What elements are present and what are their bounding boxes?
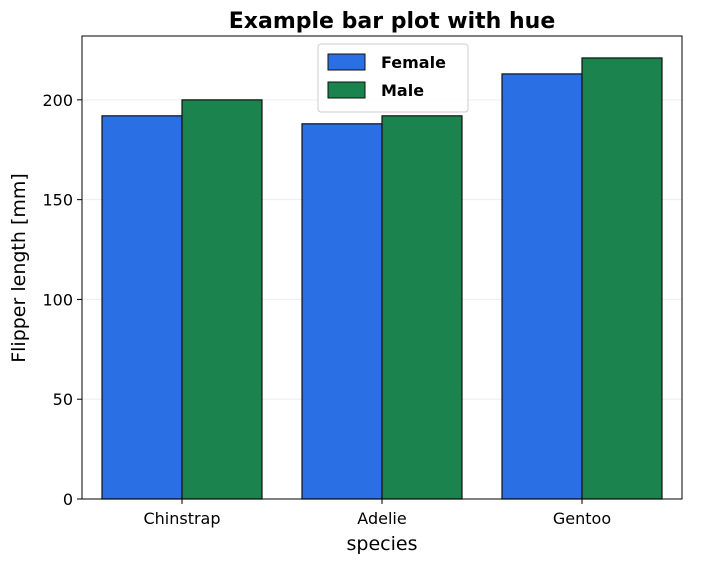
bar-female-gentoo — [501, 73, 583, 500]
bar-male-adelie — [381, 115, 463, 500]
bar-male-gentoo — [581, 57, 663, 500]
x-tick-label: Adelie — [357, 509, 406, 528]
legend-swatch-male — [327, 81, 366, 99]
x-axis: Chinstrap Adelie Gentoo — [143, 499, 611, 528]
legend-label-male: Male — [381, 81, 424, 100]
x-axis-label: species — [347, 533, 418, 555]
legend: Female Male — [317, 43, 469, 113]
legend-label-female: Female — [381, 53, 446, 72]
x-tick-label: Gentoo — [553, 509, 611, 528]
bar-female-chinstrap — [101, 115, 183, 500]
y-axis: 0 50 100 150 200 — [42, 91, 82, 509]
y-tick-label: 100 — [42, 290, 73, 309]
y-axis-label: Flipper length [mm] — [8, 173, 30, 363]
y-tick-label: 0 — [63, 490, 73, 509]
bar-female-adelie — [301, 123, 383, 500]
y-tick-label: 50 — [53, 390, 73, 409]
bar-male-chinstrap — [181, 99, 263, 500]
y-tick-label: 150 — [42, 191, 73, 210]
bars — [101, 57, 663, 500]
y-tick-label: 200 — [42, 91, 73, 110]
x-tick-label: Chinstrap — [143, 509, 220, 528]
chart-title: Example bar plot with hue — [229, 9, 556, 34]
legend-swatch-female — [327, 53, 366, 71]
